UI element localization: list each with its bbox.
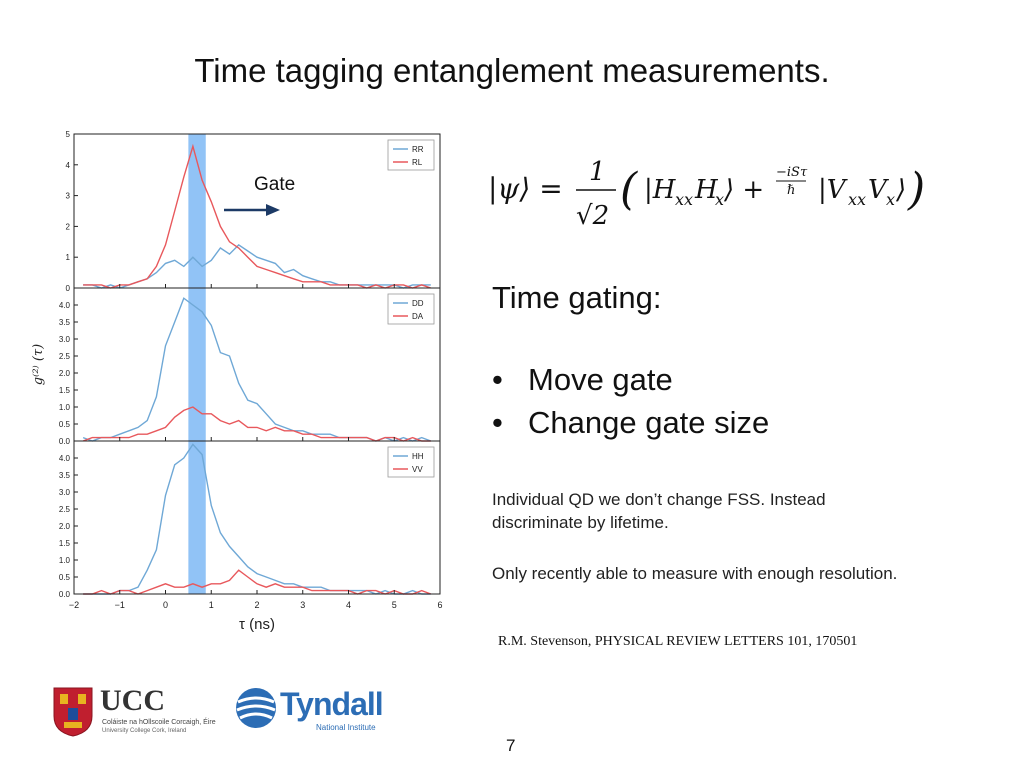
x-tick-label: 4 — [346, 600, 351, 610]
svg-text:x: x — [715, 190, 724, 209]
page-number: 7 — [506, 736, 516, 755]
y-tick-label: 0.0 — [59, 437, 71, 446]
svg-text:|ψ⟩ =: |ψ⟩ = — [488, 172, 563, 205]
y-tick-label: 1 — [66, 253, 71, 262]
g2-correlation-chart: 0 1 2 3 4 5 RR RL 0.0 0.5 1.0 1.5 2.0 2.5 3.0 3.5 4.0 DD D… — [31, 130, 443, 633]
slide-title: Time tagging entanglement measurements. — [194, 52, 830, 89]
panel-frame-3 — [73, 440, 441, 595]
ucc-subtitle-en: University College Cork, Ireland — [102, 728, 187, 734]
ucc-crest-icon — [53, 687, 93, 737]
legend-label-hh: HH — [412, 452, 424, 461]
y-tick-label: 1.5 — [59, 386, 71, 395]
gate-label: Gate — [254, 174, 295, 195]
y-tick-label: 3.0 — [59, 488, 71, 497]
y-tick-label: 1.0 — [59, 403, 71, 412]
x-tick-label: 6 — [437, 600, 442, 610]
svg-text:V: V — [868, 175, 889, 205]
y-tick-label: 3.5 — [59, 471, 71, 480]
ucc-logo: UCC Coláiste na hOllscoile Corcaigh, Éir… — [52, 684, 232, 743]
legend-label-rl: RL — [412, 158, 423, 167]
y-tick-label: 3.0 — [59, 335, 71, 344]
series-line-dd — [82, 297, 432, 442]
tyndall-subtitle: National Institute — [316, 723, 376, 732]
y-tick-label: 3.5 — [59, 318, 71, 327]
tyndall-logo: Tyndall National Institute — [234, 686, 384, 735]
y-tick-label: 1.5 — [59, 539, 71, 548]
y-tick-label: 0.0 — [59, 590, 71, 599]
bullet-list: Move gate Change gate size — [492, 362, 769, 448]
y-tick-label: 2.5 — [59, 352, 71, 361]
svg-text:1: 1 — [589, 157, 606, 187]
svg-text:⟩: ⟩ — [895, 175, 906, 205]
svg-text:x: x — [886, 190, 895, 209]
svg-text:H: H — [694, 175, 719, 205]
svg-text:⟩ +: ⟩ + — [723, 175, 764, 205]
time-gating-heading: Time gating: — [492, 280, 662, 315]
gate-arrow-head — [266, 204, 280, 216]
x-tick-label: 2 — [254, 600, 259, 610]
svg-text:|H: |H — [644, 175, 677, 205]
equation-graphic: |ψ⟩ = 1 √2 ( |H xx H x ⟩ + −iSτ ℏ |V xx … — [488, 157, 925, 231]
legend-label-vv: VV — [412, 465, 423, 474]
y-tick-label: 2.0 — [59, 522, 71, 531]
x-tick-label: −1 — [115, 600, 125, 610]
ucc-wordmark: UCC — [100, 684, 165, 717]
series-line-da — [82, 406, 431, 442]
svg-text:xx: xx — [848, 190, 866, 209]
series-line-hh — [83, 443, 431, 595]
panel-frame-2 — [73, 287, 441, 442]
y-tick-label: 0.5 — [59, 573, 71, 582]
legend-box — [387, 446, 435, 478]
bullet-move-gate: Move gate — [492, 362, 769, 405]
series-line-rl — [83, 143, 432, 289]
y-tick-label: 2.0 — [59, 369, 71, 378]
x-tick-label: 0 — [163, 600, 168, 610]
svg-text:−iSτ: −iSτ — [776, 165, 808, 180]
y-tick-label: 3 — [66, 192, 71, 201]
svg-text:|V: |V — [818, 175, 848, 205]
x-tick-label: 5 — [392, 600, 397, 610]
y-axis-label: g⁽²⁾ (τ) — [31, 344, 46, 385]
tyndall-wordmark: Tyndall — [280, 686, 384, 722]
y-tick-label: 0.5 — [59, 420, 71, 429]
gate-band — [188, 134, 206, 594]
bullet-change-gate-size: Change gate size — [492, 405, 769, 448]
y-tick-label: 0 — [66, 284, 71, 293]
y-tick-label: 4.0 — [59, 454, 71, 463]
ucc-subtitle: Coláiste na hOllscoile Corcaigh, Éire — [102, 719, 216, 726]
legend-box — [387, 293, 435, 325]
svg-text:xx: xx — [675, 190, 693, 209]
x-tick-label: 3 — [300, 600, 305, 610]
legend-label-rr: RR — [412, 145, 424, 154]
legend-box — [387, 139, 435, 171]
svg-text:√2: √2 — [576, 201, 609, 231]
y-tick-label: 4.0 — [59, 301, 71, 310]
series-line-vv — [83, 569, 432, 595]
entangled-state-equation: |ψ⟩ = 1 √2 ( |H xx H x ⟩ + −iSτ ℏ |V xx … — [484, 148, 984, 244]
svg-text:ℏ: ℏ — [787, 183, 795, 198]
x-axis-label: τ (ns) — [239, 616, 275, 633]
x-tick-label: 1 — [209, 600, 214, 610]
y-tick-label: 5 — [66, 130, 71, 139]
note-resolution: Only recently able to measure with enoug… — [492, 564, 898, 583]
y-tick-label: 2 — [66, 222, 71, 231]
svg-text:(: ( — [620, 164, 638, 215]
note-lifetime: Individual QD we don’t change FSS. Inste… — [492, 490, 826, 532]
legend-label-da: DA — [412, 312, 424, 321]
legend-label-dd: DD — [412, 299, 424, 308]
y-tick-label: 4 — [66, 161, 71, 170]
tyndall-globe-icon — [236, 688, 276, 728]
y-tick-label: 2.5 — [59, 505, 71, 514]
svg-text:): ) — [907, 164, 925, 215]
reference-citation: R.M. Stevenson, PHYSICAL REVIEW LETTERS … — [498, 634, 858, 649]
y-tick-label: 1.0 — [59, 556, 71, 565]
x-tick-label: −2 — [69, 600, 79, 610]
